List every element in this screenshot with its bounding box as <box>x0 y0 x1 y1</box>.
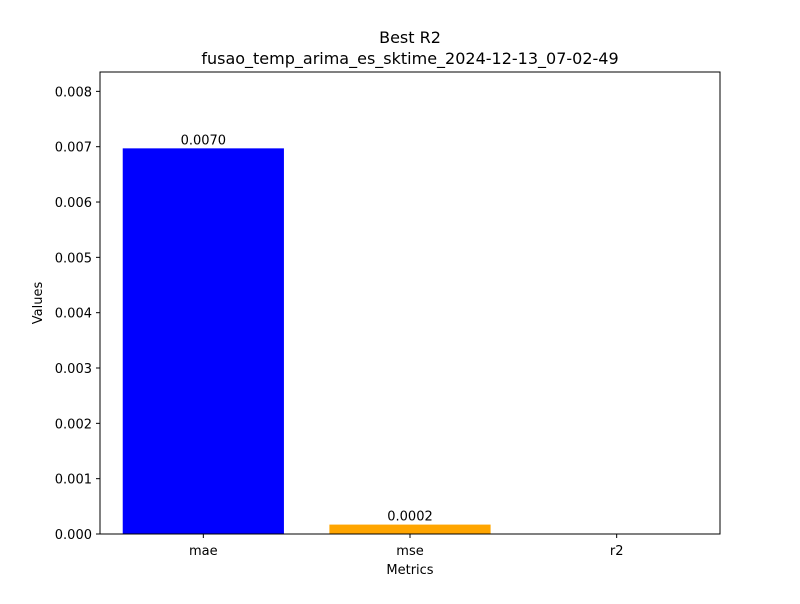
bar-mse <box>329 524 491 534</box>
x-axis-label: Metrics <box>386 563 433 578</box>
y-tick-label: 0.004 <box>55 307 92 322</box>
x-tick-label-mae: mae <box>189 544 218 559</box>
y-tick-label: 0.006 <box>55 196 92 211</box>
x-tick-label-r2: r2 <box>610 544 624 559</box>
bar-mae <box>122 148 284 534</box>
chart-subtitle: fusao_temp_arima_es_sktime_2024-12-13_07… <box>201 49 618 69</box>
data-label-mae: 0.0070 <box>181 133 227 148</box>
y-tick-label: 0.000 <box>55 528 92 543</box>
chart-title: Best R2 <box>379 28 441 47</box>
data-label-mse: 0.0002 <box>387 510 433 525</box>
y-tick-label: 0.003 <box>55 362 92 377</box>
y-tick-label: 0.005 <box>55 251 92 266</box>
y-tick-label: 0.001 <box>55 473 92 488</box>
x-tick-label-mse: mse <box>396 544 423 559</box>
y-axis-label: Values <box>31 282 46 325</box>
bars-layer: 0.0070 0.0002 <box>122 133 491 534</box>
y-tick-label: 0.002 <box>55 417 92 432</box>
ticks-layer: mae mse r2 0.000 0.001 0.002 0.003 0.004 0.005 0.… <box>55 85 624 559</box>
y-tick-label: 0.007 <box>55 141 92 156</box>
plot-frame <box>99 71 721 535</box>
y-tick-label: 0.008 <box>55 85 92 100</box>
